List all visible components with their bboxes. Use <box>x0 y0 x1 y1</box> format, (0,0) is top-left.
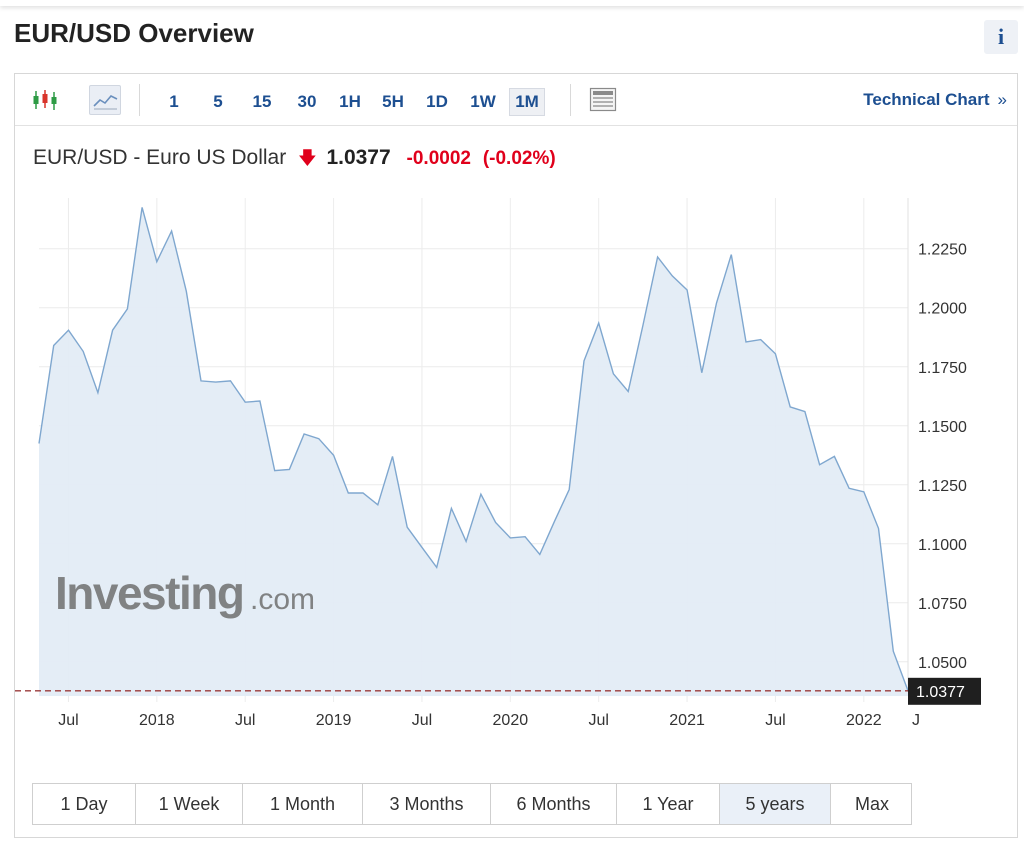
interval-5h[interactable]: 5H <box>382 92 404 111</box>
interval-5[interactable]: 5 <box>213 92 223 111</box>
y-tick-label: 1.0500 <box>918 655 967 672</box>
y-tick-label: 1.1000 <box>918 537 967 554</box>
y-tick-label: 1.1750 <box>918 360 967 377</box>
technical-chart-label: Technical Chart <box>863 90 990 109</box>
last-price-tag-label: 1.0377 <box>916 684 965 701</box>
down-arrow-icon: 🡇 <box>298 148 317 168</box>
chart-panel: 1 5 15 30 1H 5H 1D 1W 1M Technical Chart… <box>14 73 1018 838</box>
top-shadow-bar <box>0 0 1024 6</box>
interval-30[interactable]: 30 <box>297 92 317 111</box>
price-area-fill <box>39 207 908 696</box>
range-1-month[interactable]: 1 Month <box>243 784 363 824</box>
x-tick-label: Jul <box>588 712 608 729</box>
x-tick-label: Jul <box>412 712 432 729</box>
range-1-day[interactable]: 1 Day <box>33 784 136 824</box>
y-tick-label: 1.1500 <box>918 419 967 436</box>
range-6-months[interactable]: 6 Months <box>491 784 617 824</box>
range-1-week[interactable]: 1 Week <box>136 784 243 824</box>
range-3-months[interactable]: 3 Months <box>363 784 491 824</box>
range-1-year[interactable]: 1 Year <box>617 784 720 824</box>
last-price-tag: 1.0377 <box>908 677 981 705</box>
toolbar-separator <box>570 84 571 116</box>
technical-chart-link[interactable]: Technical Chart » <box>863 90 1007 110</box>
interval-1h[interactable]: 1H <box>339 92 361 111</box>
x-tick-label: 2018 <box>139 712 175 729</box>
y-tick-label: 1.1250 <box>918 478 967 495</box>
x-tick-label: 2020 <box>493 712 529 729</box>
info-icon[interactable]: i <box>984 20 1018 54</box>
x-tick-label: 2019 <box>316 712 352 729</box>
y-tick-label: 1.2250 <box>918 242 967 259</box>
x-tick-label: Jul <box>58 712 78 729</box>
interval-1m[interactable]: 1M <box>509 88 545 116</box>
interval-1d[interactable]: 1D <box>426 92 448 111</box>
range-5-years[interactable]: 5 years <box>720 784 831 824</box>
watermark-brand: Investing <box>55 567 243 619</box>
page-title: EUR/USD Overview <box>14 18 254 48</box>
chevron-right-icon: » <box>997 90 1007 109</box>
interval-1w[interactable]: 1W <box>470 92 496 111</box>
last-price: 1.0377 <box>326 146 391 169</box>
x-tick-label: Jul <box>765 712 785 729</box>
y-tick-label: 1.0750 <box>918 596 967 613</box>
y-tick-label: 1.2000 <box>918 301 967 318</box>
quote-header: EUR/USD - Euro US Dollar 🡇 1.0377 -0.000… <box>33 146 556 176</box>
instrument-name: EUR/USD - Euro US Dollar <box>33 146 287 169</box>
interval-1[interactable]: 1 <box>169 92 179 111</box>
area-chart-icon[interactable] <box>89 85 121 115</box>
investing-watermark: Investing .com <box>55 567 315 619</box>
range-max[interactable]: Max <box>854 794 889 814</box>
table-icon[interactable] <box>587 85 619 115</box>
interval-15[interactable]: 15 <box>252 92 272 111</box>
candlestick-icon[interactable] <box>29 85 61 115</box>
chart-toolbar: 1 5 15 30 1H 5H 1D 1W 1M Technical Chart… <box>15 74 1017 126</box>
price-line <box>38 207 909 692</box>
x-tick-label: Jul <box>235 712 255 729</box>
watermark-suffix: .com <box>250 583 315 616</box>
toolbar-separator <box>139 84 140 116</box>
range-selector: 1 Day 1 Week 1 Month 3 Months 6 Months 1… <box>32 783 912 825</box>
price-chart[interactable]: Investing .com 1.2250 1.2000 1.1750 1.1500 1… <box>15 74 1017 774</box>
x-tick-label: 2022 <box>846 712 882 729</box>
x-tick-label: 2021 <box>669 712 705 729</box>
price-change-percent: (-0.02%) <box>482 148 556 169</box>
x-tick-label: J <box>912 712 920 729</box>
price-change: -0.0002 <box>406 148 471 169</box>
